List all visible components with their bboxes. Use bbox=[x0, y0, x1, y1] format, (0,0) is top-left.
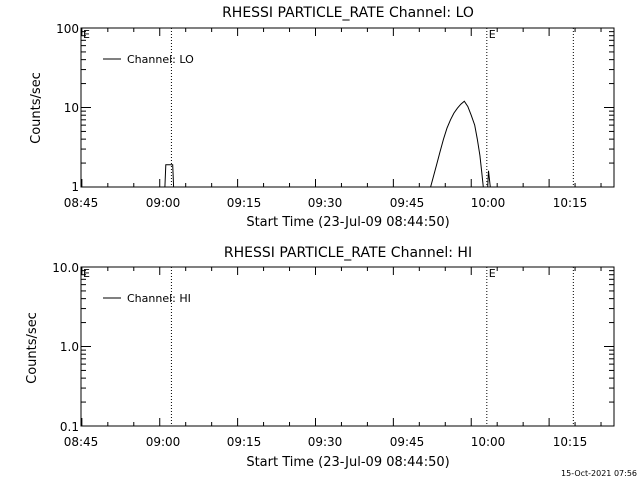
plot-frame bbox=[80, 27, 615, 188]
legend: Channel: HI bbox=[103, 292, 191, 305]
y-tick-labels: 0.1 1.0 10.0 bbox=[52, 261, 79, 434]
time-marker-label: E bbox=[83, 28, 90, 41]
y-tick-label: 10.0 bbox=[52, 261, 79, 275]
x-tick-label: 08:45 bbox=[64, 435, 99, 449]
chart-title: RHESSI PARTICLE_RATE Channel: HI bbox=[224, 245, 472, 261]
x-tick-labels: 08:45 09:00 09:15 09:30 09:45 10:00 10:1… bbox=[64, 435, 588, 449]
x-tick-label: 09:45 bbox=[390, 435, 425, 449]
chart-panel-lo: RHESSI PARTICLE_RATE Channel: LO Channel… bbox=[29, 5, 615, 230]
x-tick-label: 09:15 bbox=[227, 196, 262, 210]
y-tick-label: 1.0 bbox=[60, 340, 79, 354]
legend: Channel: LO bbox=[103, 53, 194, 66]
time-marker-label: E bbox=[489, 28, 496, 41]
axis-ticks bbox=[81, 27, 614, 188]
legend-label: Channel: LO bbox=[127, 53, 194, 66]
x-tick-label: 09:45 bbox=[390, 196, 425, 210]
axis-ticks bbox=[81, 266, 614, 427]
series-line bbox=[164, 164, 175, 188]
x-axis-label: Start Time (23-Jul-09 08:44:50) bbox=[246, 455, 449, 470]
time-marker-label: E bbox=[83, 267, 90, 280]
plot-frame bbox=[80, 266, 615, 427]
y-tick-labels: 1 10 100 bbox=[56, 22, 79, 194]
y-axis-label: Counts/sec bbox=[29, 72, 44, 144]
series-line bbox=[430, 100, 484, 188]
time-marker-label: E bbox=[489, 267, 496, 280]
chart-title: RHESSI PARTICLE_RATE Channel: LO bbox=[222, 5, 474, 21]
series-line bbox=[487, 170, 491, 188]
series-group bbox=[164, 100, 491, 188]
footer-timestamp: 15-Oct-2021 07:56 bbox=[561, 469, 637, 478]
x-tick-label: 09:30 bbox=[308, 435, 343, 449]
y-axis-label: Counts/sec bbox=[25, 312, 40, 384]
x-tick-label: 10:15 bbox=[553, 435, 588, 449]
y-tick-label: 10 bbox=[64, 101, 79, 115]
x-tick-label: 08:45 bbox=[64, 196, 99, 210]
x-tick-label: 09:15 bbox=[227, 435, 262, 449]
chart-panel-hi: RHESSI PARTICLE_RATE Channel: HI Channel… bbox=[25, 245, 615, 470]
x-tick-label: 10:00 bbox=[471, 196, 506, 210]
x-tick-label: 09:00 bbox=[146, 196, 181, 210]
y-tick-label: 0.1 bbox=[60, 420, 79, 434]
y-tick-label: 100 bbox=[56, 22, 79, 36]
x-tick-label: 09:30 bbox=[308, 196, 343, 210]
x-tick-label: 10:15 bbox=[553, 196, 588, 210]
x-tick-label: 09:00 bbox=[146, 435, 181, 449]
x-axis-label: Start Time (23-Jul-09 08:44:50) bbox=[246, 215, 449, 230]
legend-label: Channel: HI bbox=[127, 292, 191, 305]
x-tick-labels: 08:45 09:00 09:15 09:30 09:45 10:00 10:1… bbox=[64, 196, 588, 210]
x-tick-label: 10:00 bbox=[471, 435, 506, 449]
y-tick-label: 1 bbox=[71, 180, 79, 194]
